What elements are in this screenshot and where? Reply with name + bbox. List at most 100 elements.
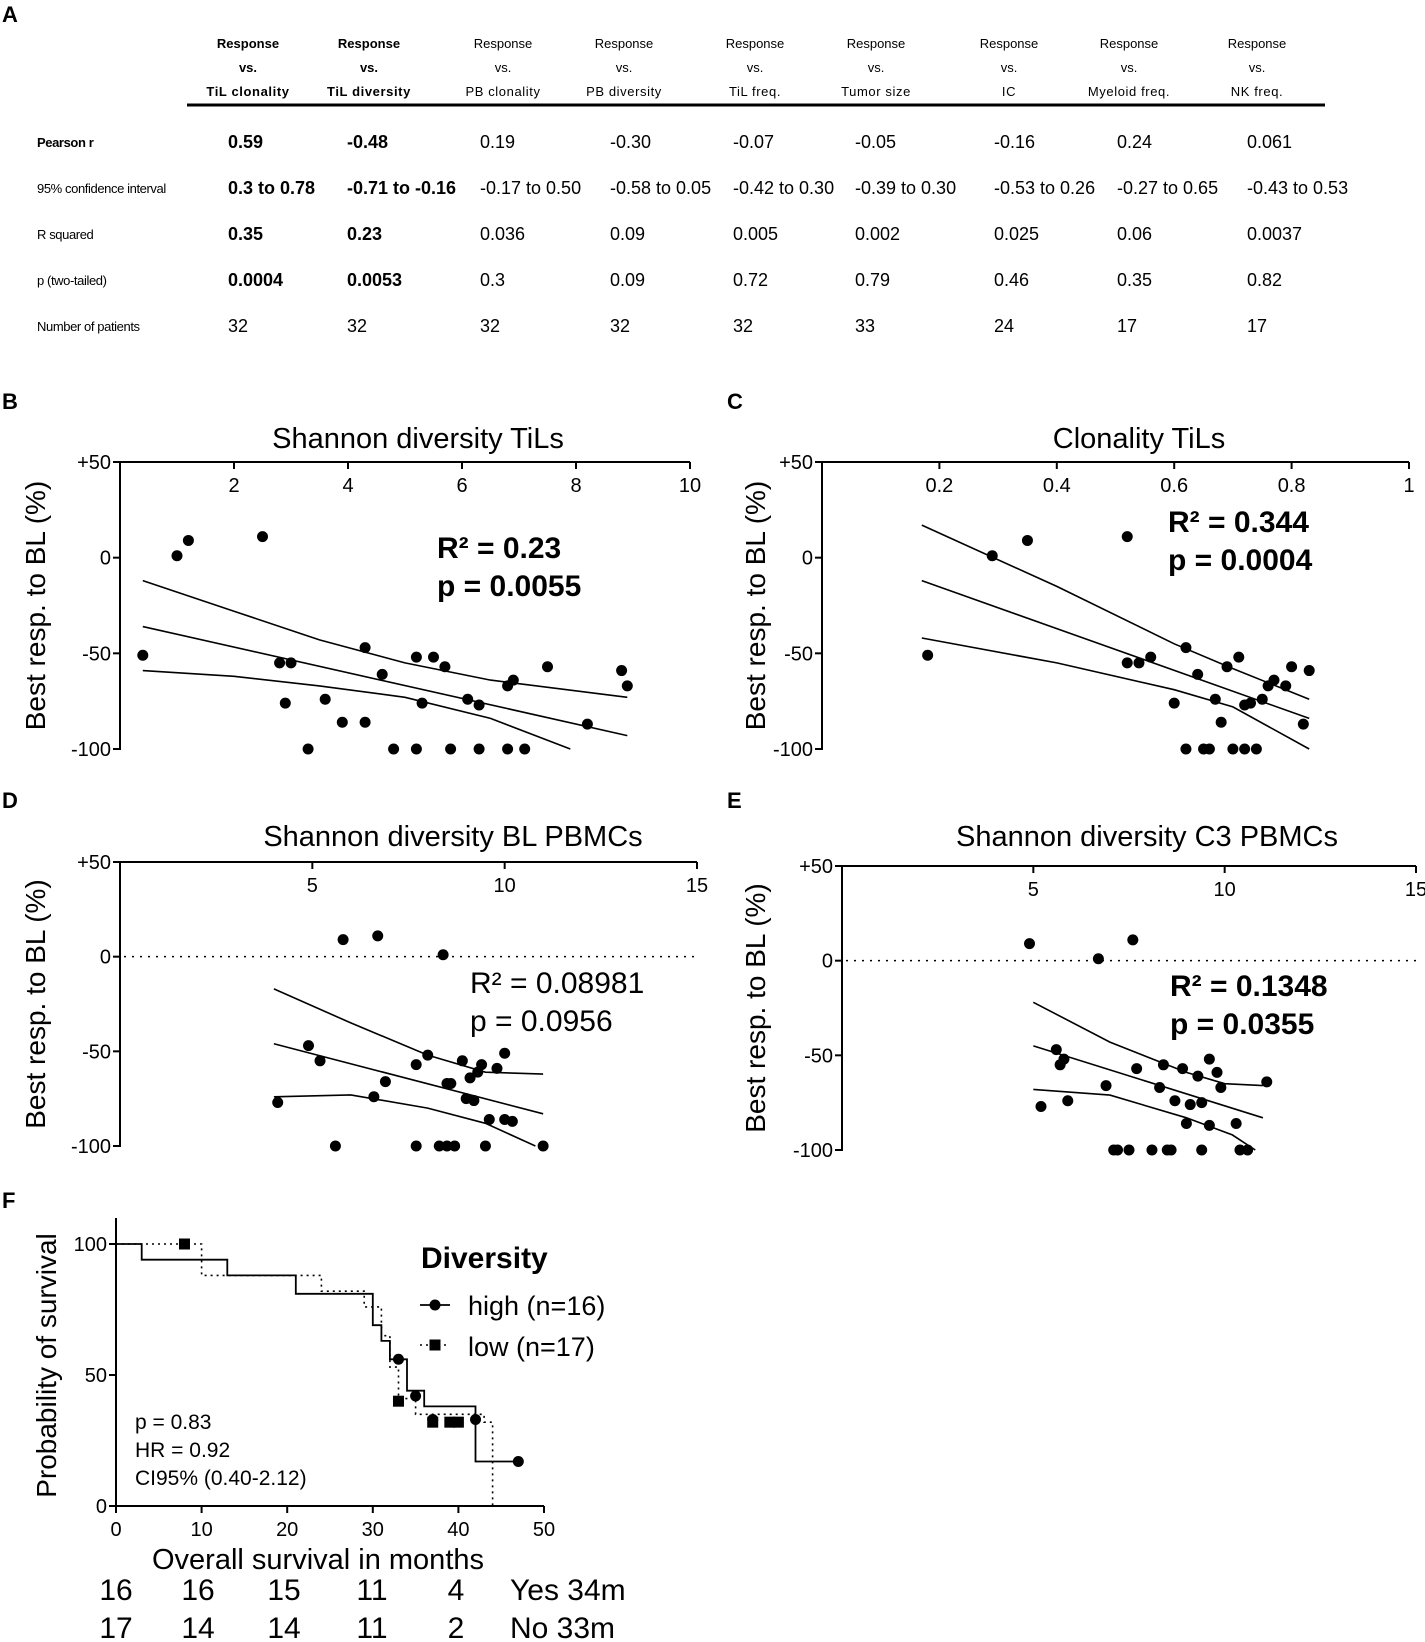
- table-cell: 32: [733, 316, 753, 336]
- censor-mark-high: [410, 1390, 422, 1402]
- x-tick-label: 15: [686, 875, 708, 897]
- data-point: [379, 1076, 391, 1088]
- table-cell: 0.061: [1247, 132, 1292, 152]
- panel-label-b: B: [2, 389, 18, 414]
- censor-mark-low: [392, 1395, 404, 1407]
- x-tick-label: 0: [110, 1519, 121, 1541]
- data-point: [1211, 1066, 1223, 1078]
- table-cell: -0.05: [855, 132, 896, 152]
- ci-label: CI95% (0.40-2.12): [135, 1467, 307, 1490]
- chart-title: Shannon diversity BL PBMCs: [263, 821, 642, 853]
- col-header-line2: vs.: [1001, 60, 1018, 75]
- data-point: [302, 1040, 314, 1052]
- table-cell: -0.16: [994, 132, 1035, 152]
- ci-lower-curve: [273, 1094, 536, 1147]
- legend-label-high: high (n=16): [468, 1291, 605, 1321]
- risk-row-label: Yes 34m: [510, 1574, 626, 1607]
- table-cell: 0.0004: [228, 270, 283, 290]
- table-cell: 0.35: [228, 224, 263, 244]
- data-point: [1192, 1070, 1204, 1082]
- row-label: p (two-tailed): [37, 273, 107, 288]
- col-header-line3: TiL diversity: [327, 84, 411, 99]
- data-point: [621, 680, 633, 692]
- data-point: [1215, 716, 1227, 728]
- data-point: [1286, 661, 1298, 673]
- table-cell: 32: [347, 316, 367, 336]
- data-point: [449, 1140, 461, 1152]
- censor-mark-low: [178, 1238, 190, 1250]
- data-point: [359, 716, 371, 728]
- risk-count: 16: [99, 1574, 132, 1607]
- table-cell: 0.0053: [347, 270, 402, 290]
- data-point: [314, 1055, 326, 1067]
- x-tick-label: 40: [447, 1519, 469, 1541]
- data-point: [542, 661, 553, 673]
- r-squared-label: R² = 0.08981: [470, 967, 644, 1000]
- panel-e-scatter: E Shannon diversity C3 PBMCs Best resp. to…: [727, 788, 1425, 1162]
- y-tick-label: 0: [100, 947, 111, 969]
- data-point: [1234, 1144, 1246, 1156]
- data-point: [372, 930, 384, 942]
- data-point: [1221, 661, 1233, 673]
- col-header-line3: PB clonality: [465, 84, 540, 99]
- data-point: [1227, 743, 1239, 755]
- data-point: [1062, 1095, 1074, 1107]
- y-tick-label: 100: [74, 1234, 107, 1256]
- col-header-line1: Response: [474, 36, 533, 51]
- table-cell: 0.72: [733, 270, 768, 290]
- panel-label-d: D: [2, 788, 18, 813]
- data-point: [581, 718, 593, 730]
- col-header-line2: vs.: [1121, 60, 1138, 75]
- col-header-line3: TiL clonality: [206, 84, 289, 99]
- y-tick-label: 0: [100, 548, 111, 570]
- y-axis-label: Best resp. to BL (%): [740, 481, 771, 731]
- panel-label-a: A: [2, 2, 18, 27]
- survival-curve-high: [116, 1243, 519, 1463]
- censor-mark-low: [452, 1416, 464, 1428]
- table-cell: -0.53 to 0.26: [994, 178, 1095, 198]
- table-cell: -0.27 to 0.65: [1117, 178, 1218, 198]
- x-tick-label: 5: [1028, 879, 1039, 901]
- col-header-line3: Tumor size: [841, 84, 911, 99]
- data-point: [464, 1072, 476, 1084]
- data-point: [922, 649, 934, 661]
- risk-count: 11: [356, 1612, 387, 1642]
- regression-line: [921, 579, 1310, 720]
- x-tick-label: 30: [362, 1519, 384, 1541]
- censor-mark-high: [470, 1414, 482, 1426]
- y-tick-label: -50: [82, 1041, 111, 1063]
- col-header-line3: NK freq.: [1231, 84, 1283, 99]
- table-cell: 0.06: [1117, 224, 1152, 244]
- risk-count: 14: [267, 1612, 300, 1642]
- data-point: [1157, 1059, 1169, 1071]
- x-tick-label: 1: [1403, 475, 1414, 497]
- data-point: [1196, 1144, 1208, 1156]
- y-tick-label: 0: [96, 1496, 107, 1518]
- data-point: [986, 550, 998, 562]
- data-point: [1131, 1063, 1143, 1075]
- x-tick-label: 6: [456, 475, 467, 497]
- data-point: [1245, 697, 1257, 709]
- data-point: [274, 657, 286, 669]
- data-point: [416, 697, 428, 709]
- col-header-line2: vs.: [616, 60, 633, 75]
- ci-lower-curve: [921, 637, 1310, 750]
- panel-f-survival: F Probability of survival 0 50 100 0 10 20 30 40 5…: [2, 1188, 626, 1642]
- data-point: [388, 743, 400, 755]
- data-point: [1180, 1117, 1192, 1129]
- table-cell: 0.23: [347, 224, 382, 244]
- legend-title: Diversity: [421, 1242, 548, 1275]
- data-point: [1268, 674, 1280, 686]
- y-tick-label: -100: [773, 739, 813, 761]
- data-point: [368, 1091, 380, 1103]
- data-point: [1177, 1063, 1189, 1075]
- data-point: [1239, 743, 1251, 755]
- data-point: [1203, 1119, 1215, 1131]
- data-point: [1303, 665, 1315, 677]
- row-label: R squared: [37, 227, 94, 242]
- r-squared-label: R² = 0.1348: [1170, 970, 1328, 1003]
- col-header-line1: Response: [1228, 36, 1287, 51]
- x-tick-label: 0.2: [925, 475, 953, 497]
- risk-count: 4: [448, 1574, 465, 1607]
- ci-lower-curve: [142, 669, 571, 750]
